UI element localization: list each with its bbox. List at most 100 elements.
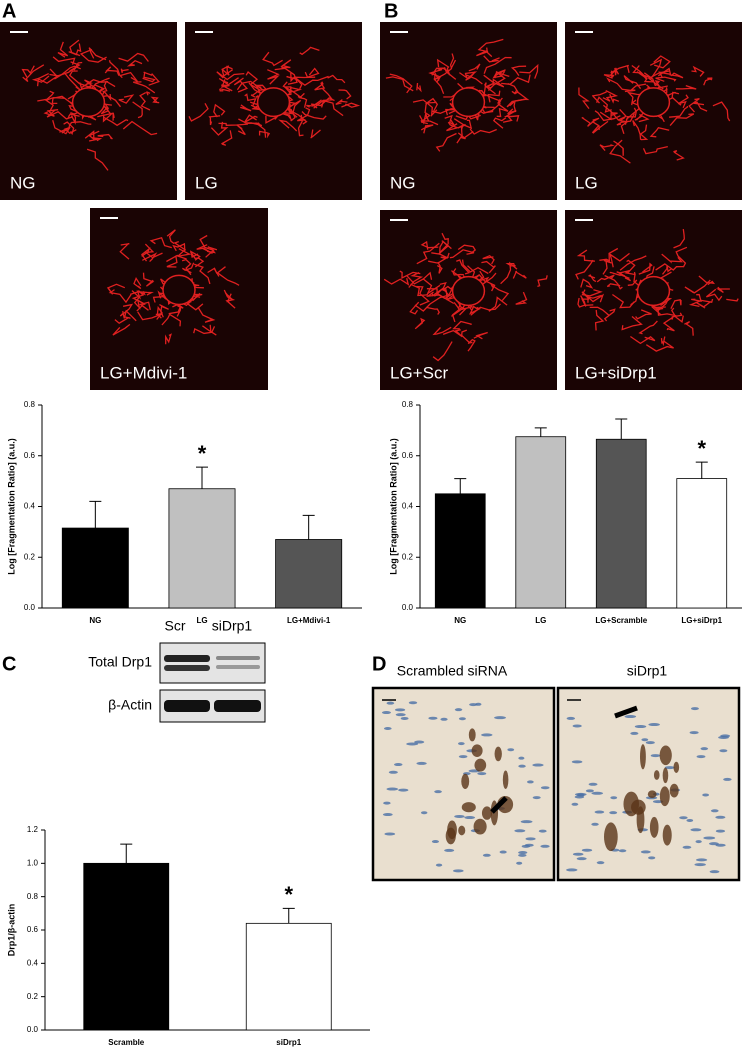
error-bar (302, 514, 315, 540)
stain (461, 802, 476, 813)
mitochondria (66, 113, 80, 120)
mitochondria (500, 261, 518, 285)
histology-label: Scrambled siRNA (397, 663, 508, 679)
mitochondria (670, 299, 682, 309)
cell (532, 796, 541, 800)
nucleus (451, 87, 486, 118)
mitochondria (453, 118, 473, 130)
stain (445, 827, 456, 845)
mitochondria (43, 109, 59, 117)
histology-label: siDrp1 (627, 663, 668, 679)
mitochondria (432, 341, 453, 362)
mitochondria (416, 285, 430, 306)
mitochondria (507, 82, 530, 101)
cell (585, 789, 594, 793)
mitochondria (688, 97, 700, 113)
stain (673, 761, 680, 773)
mitochondria (64, 72, 87, 95)
mitochondria (133, 296, 146, 310)
annotation: * (198, 441, 207, 466)
mitochondria (654, 80, 668, 89)
mitochondria (459, 72, 483, 85)
mitochondria (80, 78, 109, 89)
cell (464, 816, 476, 820)
x-tick-label: siDrp1 (276, 1038, 301, 1047)
mitochondria (278, 119, 298, 132)
y-tick-label: 0.4 (27, 958, 39, 967)
mitochondria (103, 116, 129, 127)
mitochondria (188, 102, 209, 122)
cell (469, 703, 478, 707)
cell (679, 816, 688, 820)
mitochondria (221, 65, 234, 77)
cell (691, 707, 699, 711)
micrograph: LG (565, 22, 742, 200)
nucleus (162, 274, 196, 306)
mitochondria (673, 229, 685, 249)
mitochondria (476, 47, 493, 58)
mitochondria (202, 324, 217, 336)
cell (383, 801, 391, 805)
mitochondria (327, 74, 346, 84)
mitochondria (492, 117, 507, 129)
mitochondria (282, 81, 303, 99)
nucleus (71, 87, 106, 118)
mitochondria (594, 309, 605, 331)
mitochondria (181, 258, 192, 276)
mitochondria (630, 335, 656, 345)
mitochondria (431, 67, 450, 76)
y-tick-label: 0.6 (402, 451, 414, 460)
mitochondria (118, 52, 149, 62)
mitochondria (477, 38, 504, 53)
mitochondria (132, 101, 143, 119)
cell (694, 863, 706, 867)
bar (515, 436, 567, 609)
mitochondria (310, 97, 335, 109)
cell (440, 717, 448, 721)
stain (669, 783, 679, 798)
mitochondria (484, 82, 496, 95)
mitochondria (68, 121, 92, 128)
mitochondria (149, 237, 172, 249)
mitochondria (589, 306, 610, 317)
mitochondria (410, 283, 429, 297)
cell (388, 770, 398, 774)
mitochondria (483, 55, 500, 63)
y-tick-label: 0.2 (24, 552, 36, 561)
mitochondria (426, 288, 455, 305)
y-tick-label: 0.8 (24, 400, 36, 409)
cell (381, 711, 391, 715)
mitochondria (112, 323, 131, 336)
mitochondria (216, 266, 240, 286)
mitochondria (501, 74, 531, 85)
mitochondria (691, 65, 705, 77)
error-bar (282, 907, 295, 924)
mitochondria (632, 120, 642, 140)
cell (686, 818, 694, 822)
cell (386, 787, 399, 791)
mitochondria (489, 283, 510, 301)
bar (61, 527, 129, 609)
mitochondria (581, 116, 597, 127)
mitochondria (428, 256, 450, 264)
mitochondria (22, 64, 45, 82)
mitochondria (726, 298, 739, 302)
mitochondria (638, 262, 653, 275)
cell (458, 755, 468, 759)
y-tick-label: 0.8 (27, 892, 39, 901)
y-axis-label: Drp1/β-actin (6, 904, 16, 957)
mitochondria (698, 275, 716, 286)
cell (454, 708, 463, 712)
micrograph: LG+Scr (380, 210, 557, 390)
y-tick-label: 0.0 (24, 603, 36, 612)
mitochondria (577, 297, 594, 308)
cell (708, 842, 719, 846)
mitochondria (591, 91, 607, 104)
band (164, 700, 210, 712)
cell (710, 809, 719, 813)
mitochondria (335, 99, 348, 106)
cell (452, 869, 464, 873)
mitochondria (150, 96, 160, 104)
bar (275, 539, 343, 609)
mitochondria (52, 56, 76, 65)
